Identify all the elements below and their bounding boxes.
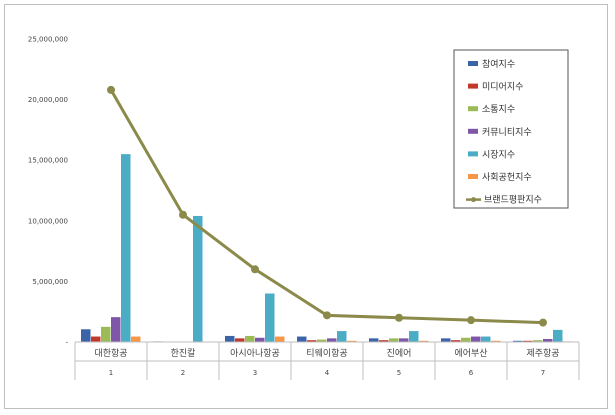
legend-swatch [468,128,478,134]
bar [451,340,461,342]
x-axis: 대한항공 1 한진칼 2 아시아나항공 3 티웨이항공 4 진에어 5 에어부산 6 제주항공 7 [74,341,580,380]
legend-label: 참여지수 [482,58,515,70]
bar [235,338,245,342]
bar [409,331,419,342]
line-point [323,311,331,320]
bar [307,340,317,342]
x-category-label: 아시아나항공 [230,348,280,359]
bar [297,336,307,342]
bar [91,336,101,342]
x-rank-label: 4 [325,369,330,377]
x-category-label: 대한항공 [94,348,127,359]
line-series [107,85,547,327]
y-tick-label: 10,000,000 [28,217,68,225]
line-point [539,318,547,327]
bar [337,331,347,342]
bar [245,335,255,342]
legend-label: 커뮤니티지수 [482,127,532,138]
bar [131,336,141,342]
x-category-label: 에어부산 [454,348,487,359]
bar [255,337,265,342]
legend-label: 시장지수 [482,149,515,160]
line-point [251,265,259,274]
brand-reputation-chart: - 5,000,000 10,000,000 15,000,000 20,000,000… [28,36,580,380]
bar [543,338,553,342]
legend-label: 브랜드평판지수 [484,195,542,206]
bar [225,335,235,342]
bar [101,326,111,342]
bar [471,336,481,342]
x-rank-label: 3 [253,369,257,377]
bar [419,340,429,342]
line-point [395,313,403,322]
y-axis: - 5,000,000 10,000,000 15,000,000 20,000,000… [28,36,69,347]
bar [399,338,409,342]
bar [461,337,471,342]
y-tick-label: 15,000,000 [28,157,68,165]
bar [111,317,121,342]
legend-swatch [468,106,478,112]
bar [523,340,533,342]
bar [81,329,91,342]
x-rank-label: 2 [181,369,185,377]
bar [533,340,543,342]
y-tick-label: - [65,339,68,347]
chart-frame: - 5,000,000 10,000,000 15,000,000 20,000,000… [4,4,608,409]
legend-swatch [468,61,478,66]
bar [317,339,327,342]
bar [369,338,379,342]
y-tick-label: 5,000,000 [32,278,68,286]
legend-label: 미디어지수 [482,82,523,93]
bar [481,336,491,342]
bar [327,338,337,342]
x-category-label: 진에어 [387,348,412,359]
x-category-label: 제주항공 [526,348,559,359]
bar [379,340,389,342]
legend-line-marker [471,197,476,203]
y-tick-label: 25,000,000 [28,36,68,44]
bar [347,340,357,342]
line-point [179,210,187,219]
line-point [107,85,115,94]
x-rank-label: 1 [109,369,113,377]
bar [441,338,451,342]
x-category-label: 한진칼 [171,348,196,359]
legend-label: 소통지수 [482,104,515,115]
bar [491,340,501,342]
bar [275,336,285,342]
bar [121,154,131,342]
x-rank-label: 6 [469,369,474,377]
bar [265,293,275,342]
legend-label: 사회공헌지수 [482,172,532,183]
bar [553,329,563,342]
x-category-label: 티웨이항공 [306,347,347,359]
line-point [467,316,475,325]
x-rank-label: 7 [541,369,545,377]
x-rank-label: 5 [397,369,401,377]
bar [193,215,203,342]
legend-swatch [468,151,478,157]
y-tick-label: 20,000,000 [28,96,68,104]
legend-swatch [468,83,478,89]
bar [513,340,523,342]
legend-swatch [468,174,478,179]
bar [389,338,399,342]
